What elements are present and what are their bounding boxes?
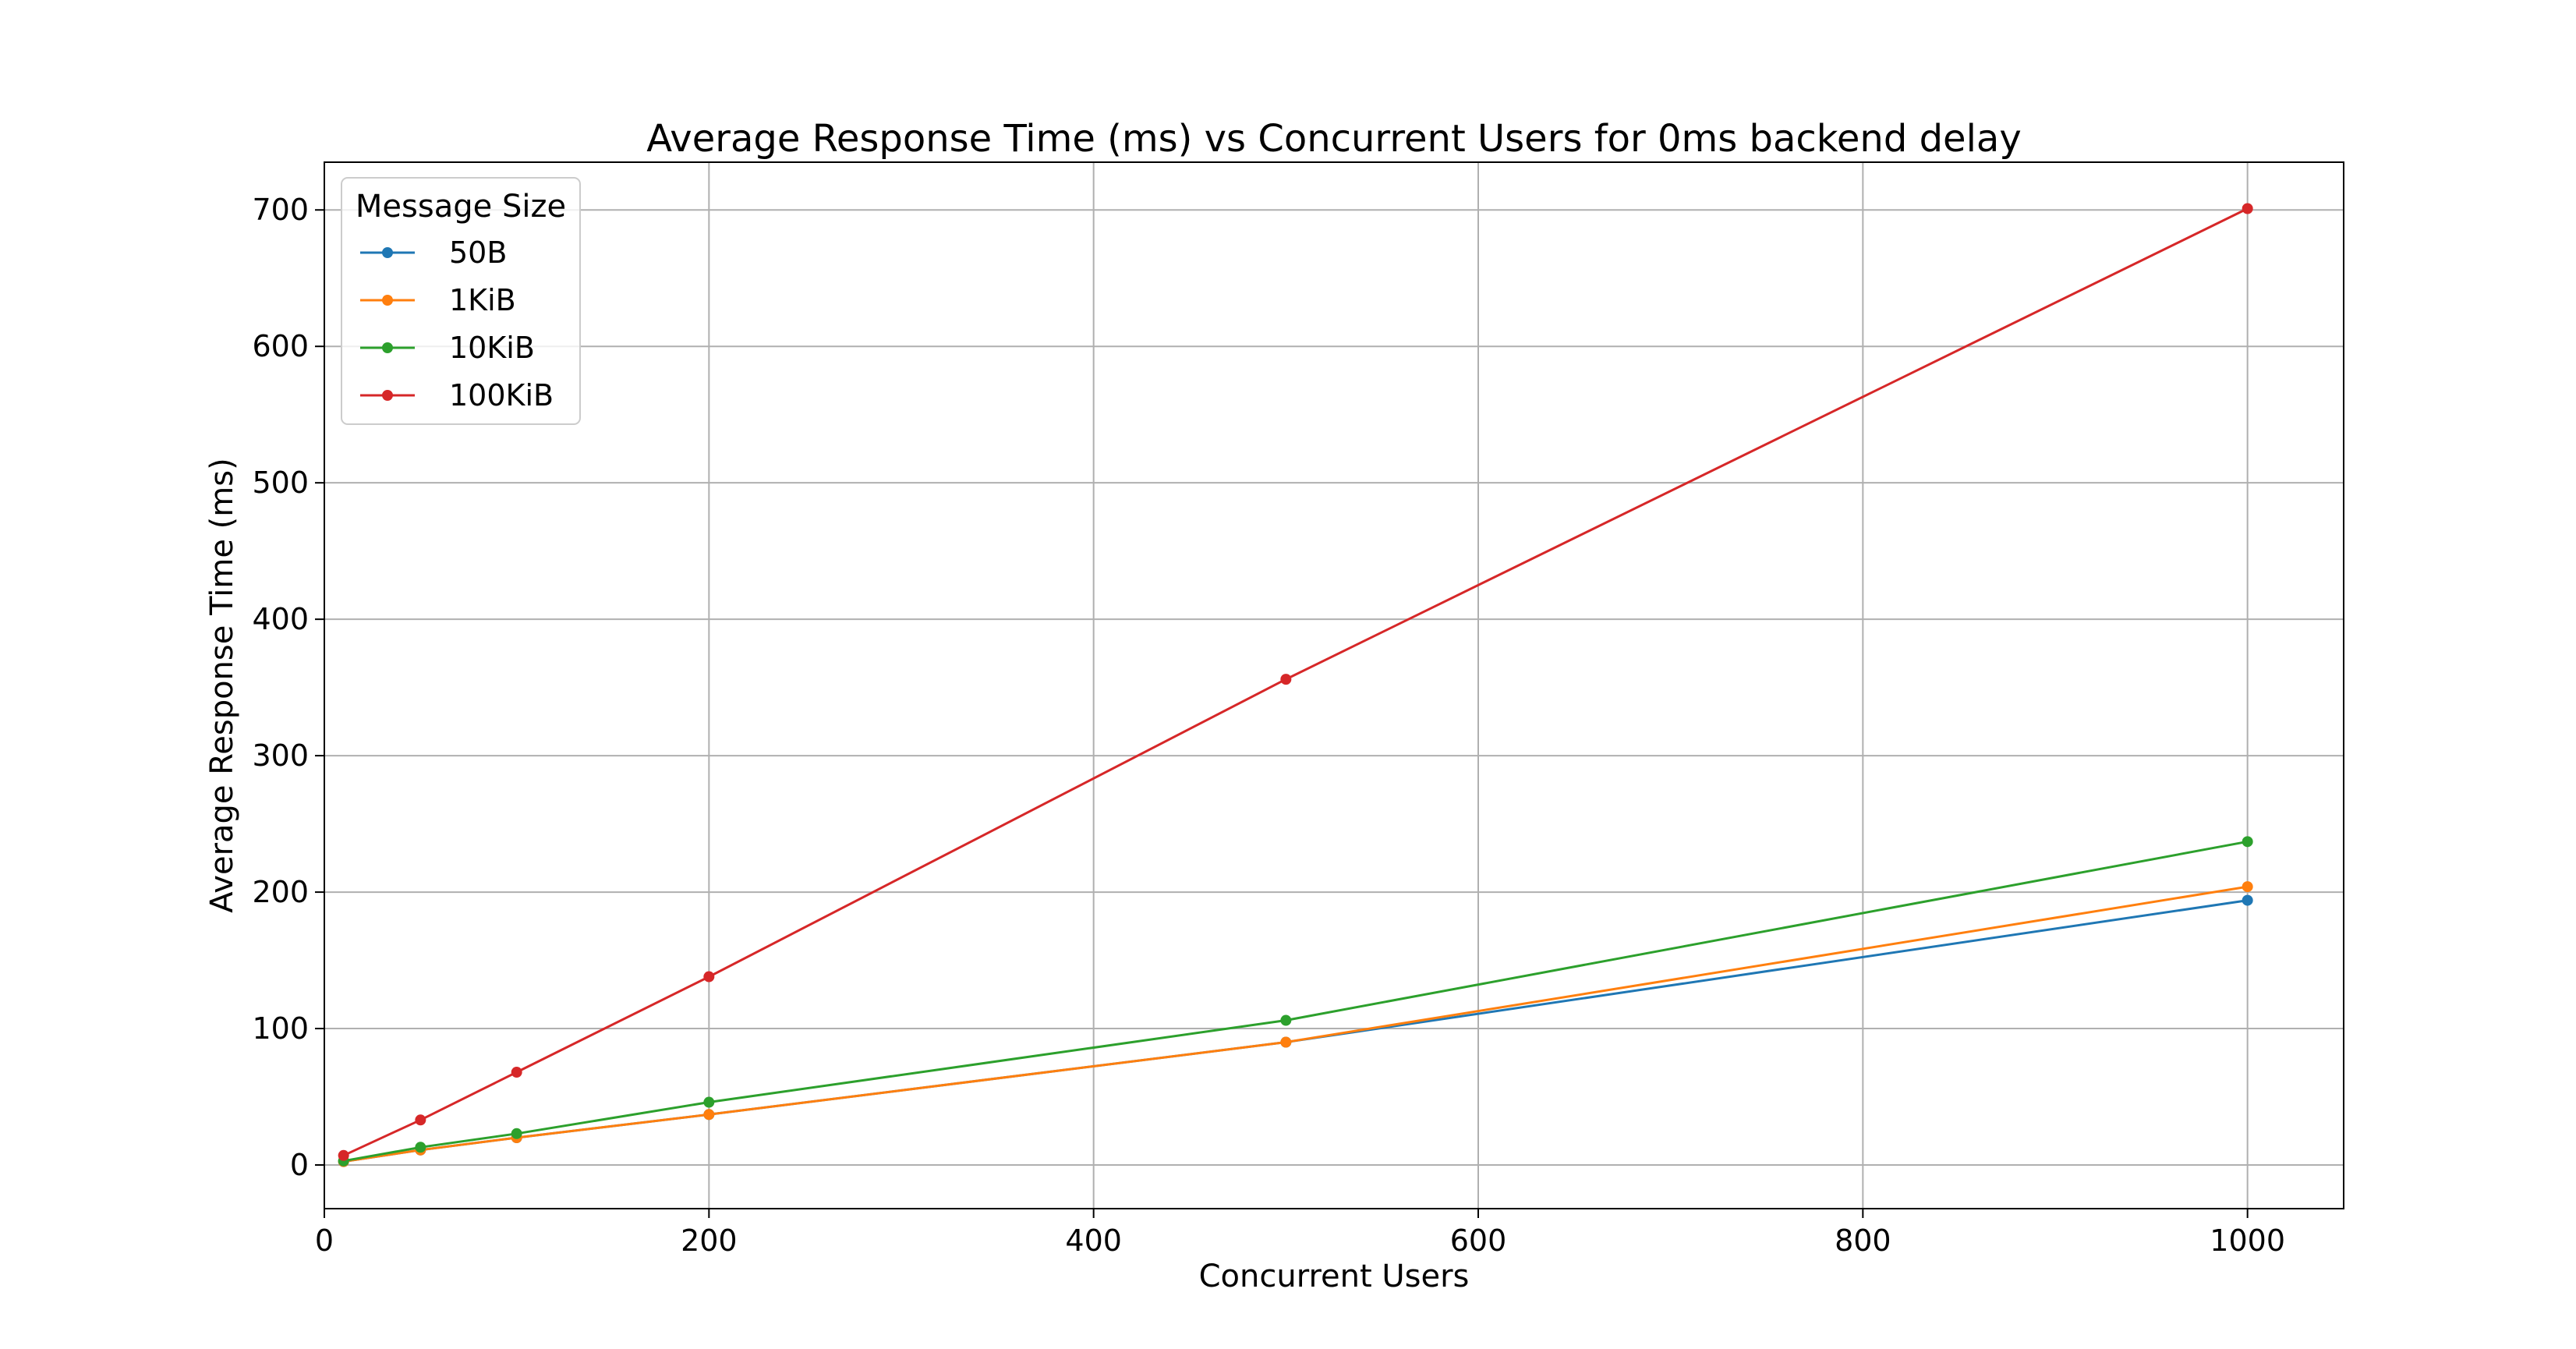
data-point-100kib	[2242, 203, 2253, 214]
x-axis-ticks: 0 200 400 600 800 1000	[315, 1209, 2285, 1258]
data-point-100kib	[703, 971, 715, 983]
y-tick-label: 0	[290, 1148, 309, 1182]
legend-swatch-marker	[382, 295, 393, 306]
legend-label: 50B	[449, 235, 507, 270]
legend-label: 100KiB	[449, 378, 554, 412]
series-line-50b	[343, 899, 2248, 1163]
series-line-100kib	[343, 207, 2249, 1157]
legend-title: Message Size	[356, 189, 566, 225]
data-point-100kib	[1280, 674, 1292, 685]
data-point-100kib	[415, 1114, 426, 1126]
y-tick-label: 700	[252, 193, 309, 227]
data-point-100kib	[511, 1067, 522, 1078]
legend-swatch-marker	[382, 390, 393, 401]
data-point-50b	[2242, 894, 2253, 906]
grid-lines	[324, 162, 2344, 1209]
data-point-1kib	[703, 1109, 715, 1121]
legend-label: 10KiB	[449, 331, 535, 365]
data-point-10kib	[1280, 1014, 1292, 1026]
legend-box	[341, 177, 581, 425]
y-tick-label: 100	[252, 1011, 309, 1046]
legend-entries: 50B 1KiB 10KiB 100KiB	[360, 235, 554, 412]
series-line-1kib	[343, 885, 2248, 1163]
y-tick-label: 200	[252, 875, 309, 909]
y-axis-ticks: 0 100 200 300 400 500 600 700	[252, 193, 324, 1182]
y-axis-title: Average Response Time (ms)	[204, 458, 240, 912]
data-point-10kib	[703, 1096, 715, 1108]
data-point-10kib	[415, 1142, 426, 1153]
x-tick-label: 600	[1450, 1223, 1507, 1258]
chart-title: Average Response Time (ms) vs Concurrent…	[646, 117, 2021, 161]
plot-frame	[324, 161, 2344, 1209]
data-point-1kib	[2242, 881, 2253, 893]
x-tick-label: 800	[1835, 1223, 1891, 1258]
data-point-10kib	[511, 1128, 522, 1139]
x-tick-label: 1000	[2210, 1223, 2285, 1258]
series-layer	[338, 203, 2253, 1167]
y-tick-label: 400	[252, 602, 309, 636]
legend-swatch-marker	[382, 247, 393, 258]
y-tick-label: 600	[252, 329, 309, 363]
x-axis-title: Concurrent Users	[1199, 1259, 1470, 1294]
x-tick-label: 200	[681, 1223, 738, 1258]
series-line-10kib	[343, 840, 2248, 1163]
legend: Message Size 50B 1KiB 10KiB 100KiB	[341, 177, 581, 425]
legend-label: 1KiB	[449, 283, 516, 317]
data-point-100kib	[338, 1149, 349, 1161]
x-tick-label: 400	[1065, 1223, 1122, 1258]
legend-swatch-marker	[382, 342, 393, 353]
y-tick-label: 500	[252, 466, 309, 500]
data-point-10kib	[2242, 836, 2253, 848]
y-tick-label: 300	[252, 738, 309, 773]
x-tick-label: 0	[315, 1223, 334, 1258]
data-point-1kib	[1280, 1036, 1292, 1048]
